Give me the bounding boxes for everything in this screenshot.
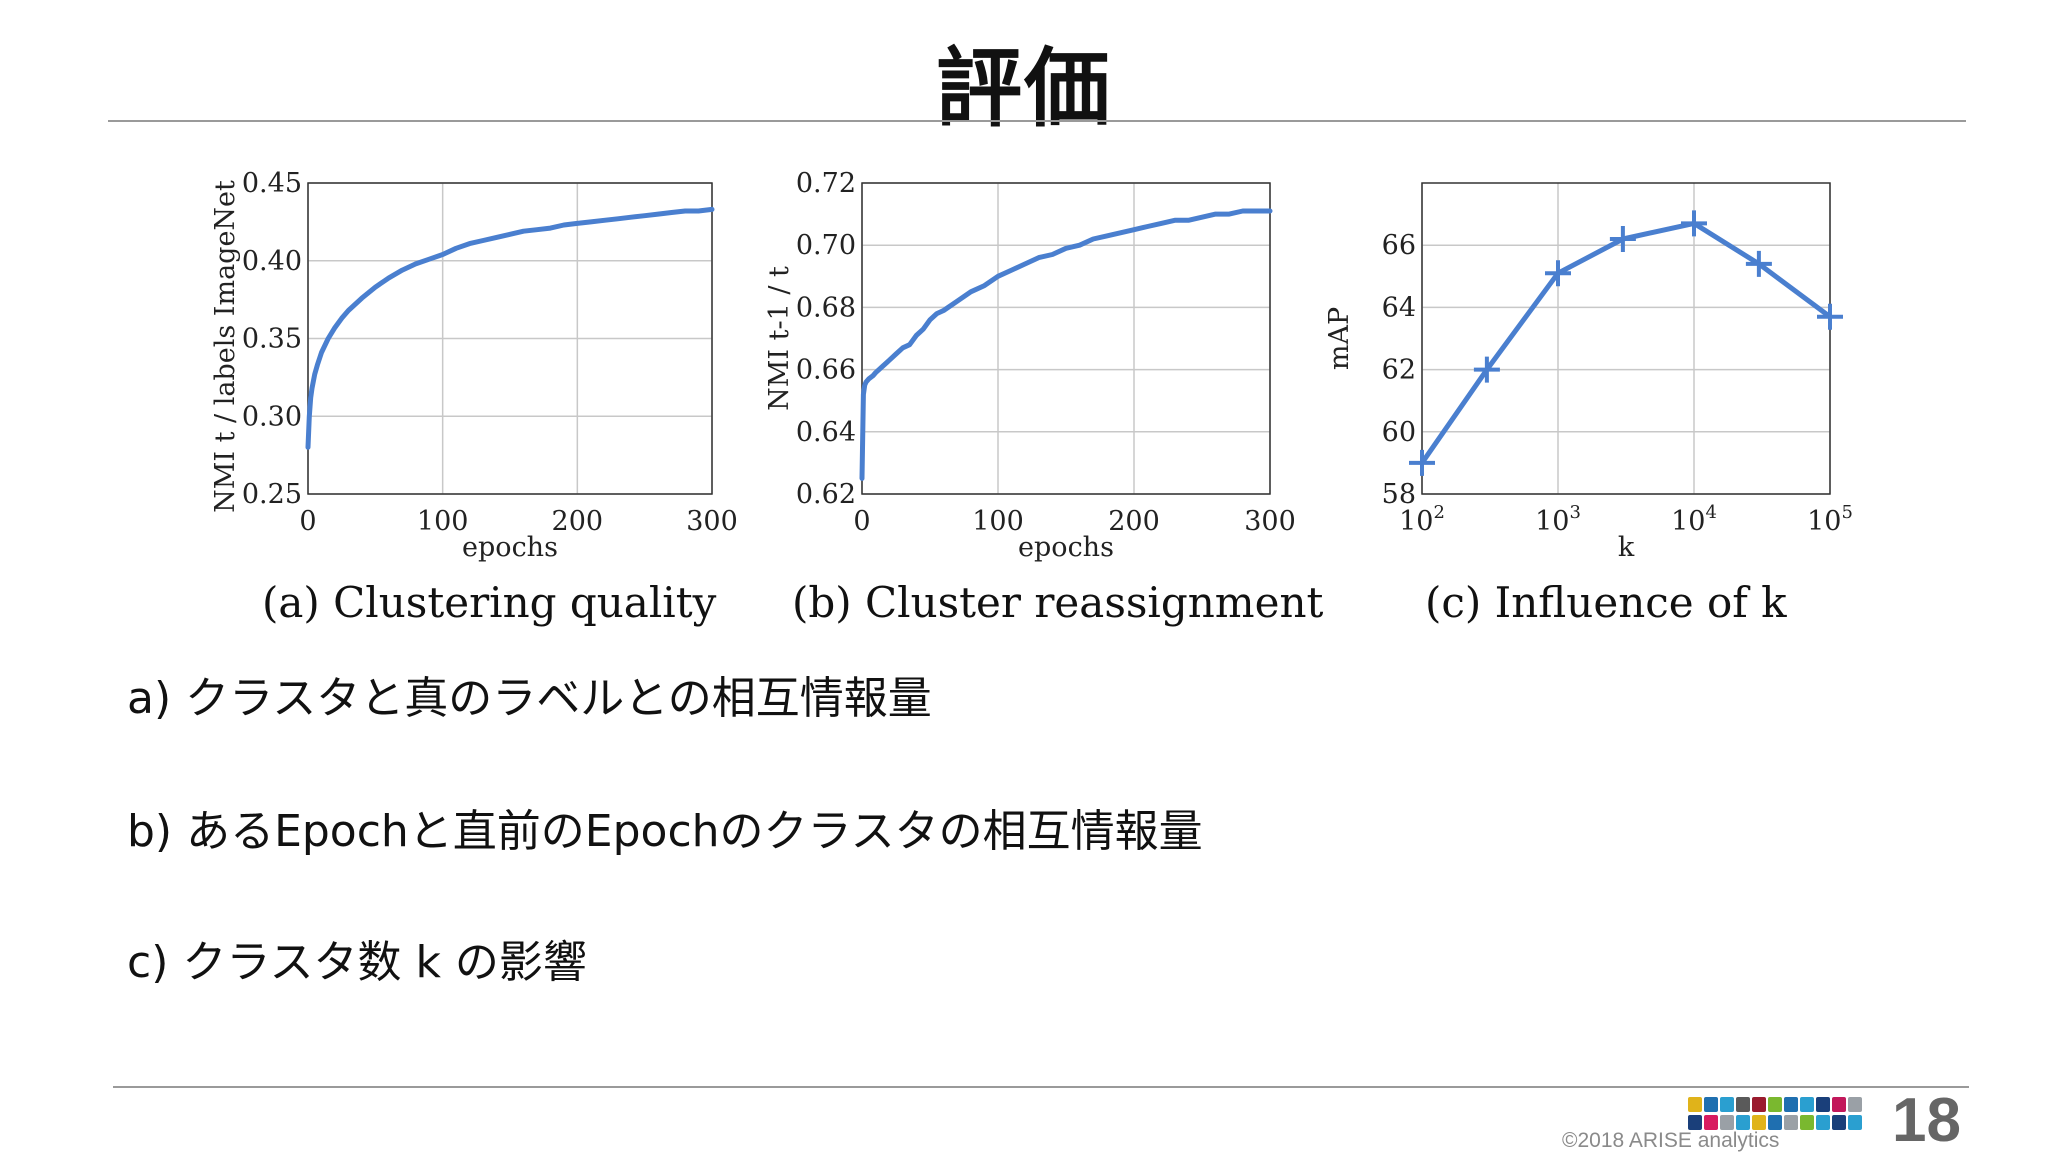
chart-c-x-tick-label: 105 <box>1807 502 1853 537</box>
chart-c-x-tick-label: 102 <box>1399 502 1445 537</box>
chart-a-series-line <box>305 206 715 450</box>
chart-a-y-tick-label: 0.30 <box>242 401 302 432</box>
chart-c-data-point <box>1817 303 1843 330</box>
chart-c-data-point <box>1745 250 1772 277</box>
chart-b-y-tick-label: 0.66 <box>796 355 856 386</box>
chart-b-x-tick-label: 100 <box>972 506 1024 537</box>
top-divider <box>108 120 1966 122</box>
chart-b-plot-frame <box>861 182 1271 495</box>
chart-c-y-tick-label: 64 <box>1382 292 1416 323</box>
bullet-a: a) クラスタと真のラベルとの相互情報量 <box>127 673 932 724</box>
chart-c-y-tick-label: 58 <box>1382 479 1416 510</box>
slide-title: 評価 <box>936 39 1112 139</box>
chart-c-data-point <box>1681 210 1707 237</box>
chart-a-plot-frame <box>307 182 713 495</box>
chart-c-plot-frame <box>1421 182 1831 495</box>
chart-a-y-axis-label: NMI t / labels ImageNet <box>210 180 241 513</box>
copyright-text: ©2018 ARISE analytics <box>1562 1129 1780 1152</box>
chart-c-y-axis-label: mAP <box>1324 307 1355 370</box>
chart-c-y-tick-label: 66 <box>1382 230 1416 261</box>
page-number: 18 <box>1892 1086 1961 1155</box>
chart-a-x-axis-label: epochs <box>462 532 558 563</box>
chart-c-x-axis-label: k <box>1618 532 1635 563</box>
chart-b-y-tick-label: 0.70 <box>796 230 856 261</box>
chart-c-data-point <box>1609 225 1636 252</box>
chart-b-x-tick-label: 300 <box>1244 506 1296 537</box>
chart-b-y-tick-label: 0.64 <box>796 417 856 448</box>
chart-a-y-tick-label: 0.25 <box>242 479 302 510</box>
chart-a-y-tick-label: 0.35 <box>242 324 302 355</box>
chart-a-y-tick-label: 0.40 <box>242 246 302 277</box>
chart-c-data-point <box>1409 449 1435 476</box>
company-logo <box>1688 1097 1878 1135</box>
chart-b-x-tick-label: 200 <box>1108 506 1160 537</box>
chart-c-y-tick-label: 62 <box>1382 355 1416 386</box>
chart-b-x-axis-label: epochs <box>1018 532 1114 563</box>
chart-a-x-tick-label: 200 <box>552 506 604 537</box>
bottom-divider <box>113 1086 1969 1088</box>
chart-c-series-line <box>1419 220 1833 466</box>
chart-b-y-tick-label: 0.62 <box>796 479 856 510</box>
chart-b-y-tick-label: 0.68 <box>796 292 856 323</box>
chart-b-y-axis-label: NMI t-1 / t <box>764 266 795 411</box>
figure-charts: 0 100 200 300 0.25 0.30 0.35 0.40 0.45 epochs NMI … <box>210 168 1853 563</box>
chart-c-x-tick-label: 104 <box>1671 502 1717 537</box>
caption-b: (b) Cluster reassignment <box>792 578 1324 627</box>
chart-c-x-tick-label: 103 <box>1535 502 1581 537</box>
chart-a-x-tick-label: 0 <box>299 506 316 537</box>
chart-b-x-tick-label: 0 <box>853 506 870 537</box>
chart-a-x-tick-label: 300 <box>686 506 738 537</box>
chart-a-x-tick-label: 100 <box>417 506 469 537</box>
caption-a: (a) Clustering quality <box>262 578 717 627</box>
bullet-c: c) クラスタ数 k の影響 <box>127 937 587 988</box>
chart-c-data-point <box>1545 260 1571 287</box>
chart-c-data-point <box>1473 356 1500 383</box>
caption-c: (c) Influence of k <box>1425 578 1787 627</box>
bullet-b: b) あるEpochと直前のEpochのクラスタの相互情報量 <box>127 806 1203 857</box>
chart-a-y-tick-label: 0.45 <box>242 168 302 199</box>
chart-b-y-tick-label: 0.72 <box>796 168 856 199</box>
chart-b-series-line <box>859 208 1273 481</box>
chart-c-y-tick-label: 60 <box>1382 417 1416 448</box>
